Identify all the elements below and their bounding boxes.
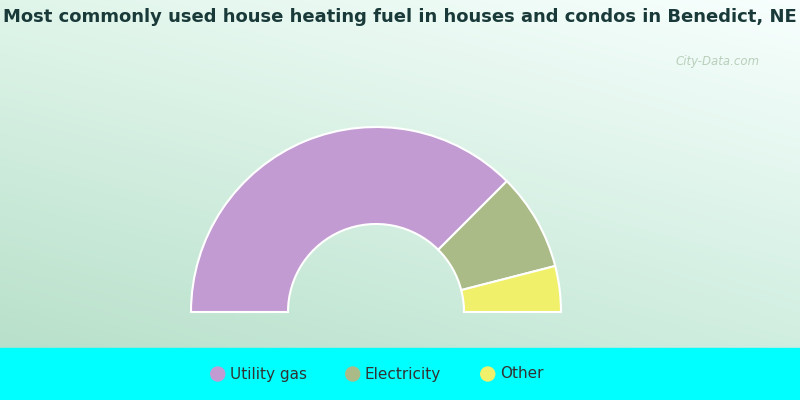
Circle shape bbox=[210, 367, 225, 381]
Text: Utility gas: Utility gas bbox=[230, 366, 306, 382]
Text: Electricity: Electricity bbox=[365, 366, 441, 382]
Text: Other: Other bbox=[500, 366, 543, 382]
Bar bbox=[0, 348, 800, 400]
Circle shape bbox=[481, 367, 494, 381]
Wedge shape bbox=[462, 266, 561, 312]
Text: Most commonly used house heating fuel in houses and condos in Benedict, NE: Most commonly used house heating fuel in… bbox=[3, 8, 797, 26]
Wedge shape bbox=[438, 181, 555, 290]
Text: City-Data.com: City-Data.com bbox=[676, 55, 760, 68]
Wedge shape bbox=[191, 127, 507, 312]
Circle shape bbox=[346, 367, 360, 381]
